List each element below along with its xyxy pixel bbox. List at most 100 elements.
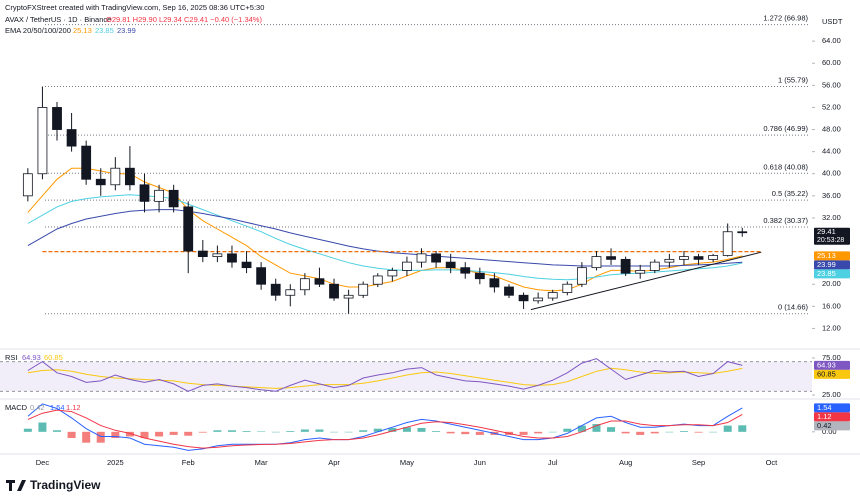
ema-value: 25.13 [73, 26, 92, 35]
x-tick-label: Aug [619, 458, 632, 467]
candle-body [489, 278, 500, 288]
histogram-bar [738, 425, 747, 432]
price-label-box [814, 360, 850, 370]
fib-label: 0.5 (35.22) [772, 189, 809, 198]
histogram-bar [548, 431, 557, 433]
credit: CryptoFXStreet created with TradingView.… [5, 3, 264, 12]
histogram-bar [330, 431, 339, 433]
ema-label: EMA 20/50/100/200 [5, 26, 71, 35]
indicator-value: 0.42 [30, 403, 45, 412]
histogram-bar [373, 428, 382, 432]
histogram-bar [271, 431, 280, 433]
candle-body [402, 261, 412, 271]
fib-label: 1 (55.79) [778, 75, 809, 84]
candle-body [66, 129, 77, 147]
y-tick-label: 48.00 [822, 125, 841, 134]
price-label: 60.85 [817, 369, 836, 378]
indicator-value: 60.85 [44, 353, 63, 362]
y-tick-label: 64.00 [822, 36, 841, 45]
x-tick-label: Feb [182, 458, 195, 467]
histogram-bar [475, 431, 484, 435]
candle-body [314, 278, 325, 285]
price-label-box [814, 403, 850, 413]
candle-body [445, 261, 456, 269]
macd-pane [23, 403, 747, 451]
trendline [530, 251, 762, 311]
histogram-bar [417, 427, 426, 432]
histogram-bar [300, 429, 309, 432]
histogram-bar [23, 428, 32, 432]
countdown: 20:53:28 [817, 237, 844, 244]
price-label-box [814, 251, 850, 261]
indicator-value: 1.12 [66, 403, 81, 412]
candle-body [460, 267, 471, 274]
candle-body [416, 253, 427, 263]
candle-body [562, 283, 573, 293]
x-tick-label: Dec [36, 458, 50, 467]
price-label-box [814, 369, 850, 379]
y-tick-label: 0.00 [822, 427, 837, 436]
candle-body [95, 178, 106, 186]
candle-body [52, 107, 62, 130]
histogram-bar [519, 431, 528, 435]
ohlc: O29.81 H29.90 L29.34 C29.41 −0.40 (−1.34… [106, 15, 262, 24]
candle-body [241, 261, 252, 269]
x-tick-label: Jul [548, 458, 558, 467]
candle-body [197, 250, 208, 258]
histogram-bar [723, 425, 732, 432]
candle-body [299, 278, 310, 291]
candle-body [620, 258, 631, 274]
candle-body [635, 270, 646, 274]
fib-label: 0.382 (30.37) [763, 216, 808, 225]
candle-body [22, 173, 33, 197]
price-label: 0.42 [817, 421, 832, 430]
candle-body [649, 261, 660, 271]
candle-body [431, 253, 441, 263]
candle-body [591, 256, 602, 269]
price-label-box [814, 269, 850, 279]
candle-body [212, 253, 223, 258]
histogram-bar [621, 431, 630, 434]
histogram-bar [227, 430, 236, 432]
candle-body [37, 107, 48, 175]
histogram-bar [140, 431, 149, 439]
price-pane: 1.272 (66.98) 1 (55.79) 0.786 (46.99) 0.618… [22, 14, 810, 315]
series-line [27, 409, 743, 449]
candle-body [387, 270, 398, 277]
logo-text: TradingView [30, 478, 101, 492]
y-tick-label: 32.00 [822, 213, 841, 222]
x-tick-label: May [400, 458, 414, 467]
price-label-box [814, 421, 850, 431]
y-tick-label: 52.00 [822, 102, 841, 111]
candle-body [547, 292, 558, 299]
price-label: 23.85 [817, 269, 836, 278]
histogram-bar [388, 427, 397, 432]
candle-body [533, 297, 544, 302]
fib-label: 1.272 (66.98) [763, 14, 808, 23]
candle-body [664, 258, 675, 263]
symbol: AVAX / TetherUS · 1D · Binance [5, 15, 111, 24]
price-label: 25.13 [817, 251, 836, 260]
y-tick-label: 56.00 [822, 80, 841, 89]
indicator-value: 64.93 [22, 353, 41, 362]
histogram-bar [679, 431, 688, 432]
histogram-bar [213, 430, 222, 432]
y-tick-label: 44.00 [822, 147, 841, 156]
histogram-bar [607, 427, 616, 432]
histogram-bar [169, 431, 178, 435]
histogram-bar [534, 431, 543, 434]
histogram-bar [650, 431, 659, 434]
candle-body [679, 256, 689, 260]
histogram-bar [155, 431, 164, 437]
histogram-bar [709, 431, 718, 433]
histogram-bar [257, 431, 266, 433]
histogram-bar [286, 431, 295, 432]
fib-label: 0.618 (40.08) [763, 162, 808, 171]
pane-title: MACD [5, 403, 28, 412]
series-line [27, 358, 743, 392]
y-tick-label: 75.00 [822, 353, 841, 362]
indicator-value: 1.54 [50, 403, 65, 412]
candle-body [693, 256, 704, 260]
